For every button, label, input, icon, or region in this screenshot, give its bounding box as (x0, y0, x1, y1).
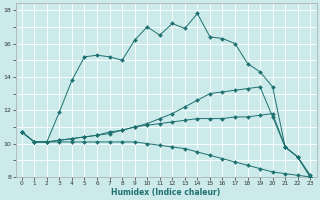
X-axis label: Humidex (Indice chaleur): Humidex (Indice chaleur) (111, 188, 221, 197)
